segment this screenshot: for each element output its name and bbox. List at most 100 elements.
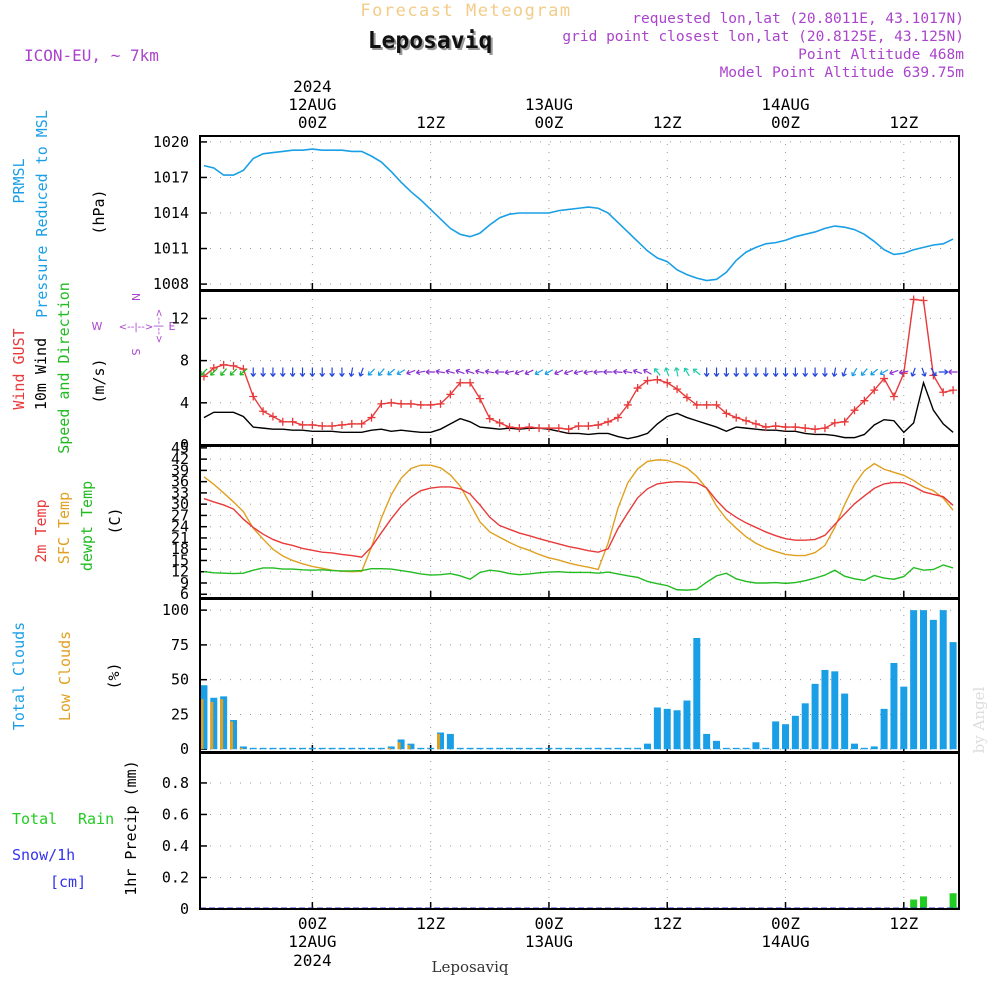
y-tick-label: 27 (171, 506, 189, 524)
gust-marker (377, 399, 386, 408)
wind-dir-arrow (279, 367, 286, 377)
wind-dir-arrow (632, 368, 643, 375)
bottom-year: 2024 (293, 951, 332, 970)
wind-dir-arrow (299, 367, 306, 377)
wind-dir-arrow (260, 367, 266, 377)
total-cloud-bar (308, 747, 316, 750)
wind-dir-arrow (455, 368, 465, 375)
gust-marker (722, 409, 731, 418)
total-cloud-bar (653, 707, 661, 750)
total-cloud-bar (594, 747, 602, 750)
wind-dir-arrow (831, 367, 838, 377)
total-cloud-bar (397, 739, 405, 750)
wind-dir-arrow (812, 367, 818, 377)
y-tick-label: 0 (180, 740, 189, 758)
total-cloud-bar (742, 747, 750, 750)
total-cloud-bar (446, 733, 454, 750)
wind-dir-arrow (889, 369, 899, 376)
gust-marker (298, 420, 307, 429)
wind-dir-arrow (653, 367, 661, 376)
gust-marker (949, 386, 958, 395)
total-cloud-bar (407, 743, 415, 750)
total-cloud-bar (476, 747, 484, 750)
compass-n: N (129, 293, 142, 301)
compass-ns-arrow: <--|--> (153, 309, 164, 344)
total-cloud-bar (545, 747, 553, 750)
top-hour: 12Z (653, 113, 682, 132)
precip-labels: Total Rain Snow/1h [cm] 1hr Precip (mm) (12, 760, 140, 895)
bottom-time-label: 12Z (653, 914, 682, 933)
top-time-label: 12Z (653, 113, 682, 132)
y-tick-label: 36 (171, 473, 189, 491)
wind-dir-arrow (948, 369, 958, 375)
total-cloud-bar (624, 747, 632, 750)
wind-dir-arrow (622, 368, 633, 375)
wind-dir-arrow (733, 367, 740, 377)
wind-dir-arrow (210, 368, 218, 376)
y-tick-label: 6 (180, 585, 189, 603)
y-tick-label: 0.6 (162, 805, 189, 823)
top-hour: 12Z (889, 113, 918, 132)
bottom-time-label: 12Z (416, 914, 445, 933)
y-tick-label: 100 (162, 601, 189, 619)
wind-dir-arrow (544, 369, 554, 376)
compass-w: W (92, 320, 103, 333)
gust-marker (801, 424, 810, 433)
low-cloud-bar (210, 701, 214, 750)
y-tick-label: 0.4 (162, 837, 189, 855)
total-cloud-bar (614, 747, 622, 750)
total-cloud-bar (762, 747, 770, 750)
cloud-labels: Total Clouds Low Clouds (%) (10, 622, 123, 730)
total-cloud-bar (466, 747, 474, 750)
gust-marker (564, 425, 573, 434)
total-cloud-bar (604, 747, 612, 750)
total-cloud-bar (427, 747, 435, 750)
y-tick-label: 30 (171, 495, 189, 513)
gust-marker (426, 400, 435, 409)
total-cloud-bar (230, 720, 238, 750)
wind-dir-arrow (583, 369, 593, 376)
wind-dir-arrow (494, 369, 505, 375)
wind-dir-arrow (484, 368, 495, 375)
prmsl-desc-label: Pressure Reduced to MSL (33, 110, 51, 318)
model-name: ICON-EU, ~ 7km (24, 46, 159, 65)
top-time-label: 12Z (889, 113, 918, 132)
wind-dir-arrow (870, 368, 879, 376)
wind-dir-arrow (367, 368, 376, 376)
gust-marker (535, 424, 544, 433)
total-cloud-bar (939, 610, 947, 750)
wind-dir-arrow (435, 368, 446, 375)
total-cloud-bar (663, 708, 671, 750)
y-tick-label: 33 (171, 484, 189, 502)
top-date: 13AUG (525, 95, 573, 114)
gust-marker (446, 390, 455, 399)
total-cloud-bar (239, 746, 247, 750)
total-cloud-bar (890, 662, 898, 750)
rain-label: Rain (78, 810, 114, 828)
gust-marker (850, 406, 859, 415)
gust-marker (791, 423, 800, 432)
wind-10m-label: 10m Wind (32, 338, 50, 410)
wind-dir-arrow (674, 367, 680, 377)
total-cloud-bar (949, 642, 957, 750)
snow-label: Snow/1h (12, 846, 75, 864)
gust-marker (515, 424, 524, 433)
grid-point-coords: grid point closest lon,lat (20.8125E, 43… (562, 29, 964, 45)
wind-dir-arrow (465, 368, 475, 375)
top-time-label: 12Z (416, 113, 445, 132)
total-cloud-bar (338, 747, 346, 750)
wind-dir-arrow (792, 367, 799, 377)
cloud-panel: 0 25 50 75 100 (162, 599, 959, 758)
gust-marker (397, 399, 406, 408)
wind-dir-arrow (524, 369, 534, 376)
gust-marker (633, 384, 642, 393)
gust-marker (820, 424, 829, 433)
total-cloud-bar (210, 697, 218, 750)
low-cloud-bar (220, 699, 224, 750)
super-title: Forecast Meteogram (360, 1, 571, 21)
total-label: Total (12, 810, 57, 828)
total-cloud-bar (358, 747, 366, 750)
top-hour: 00Z (298, 113, 327, 132)
